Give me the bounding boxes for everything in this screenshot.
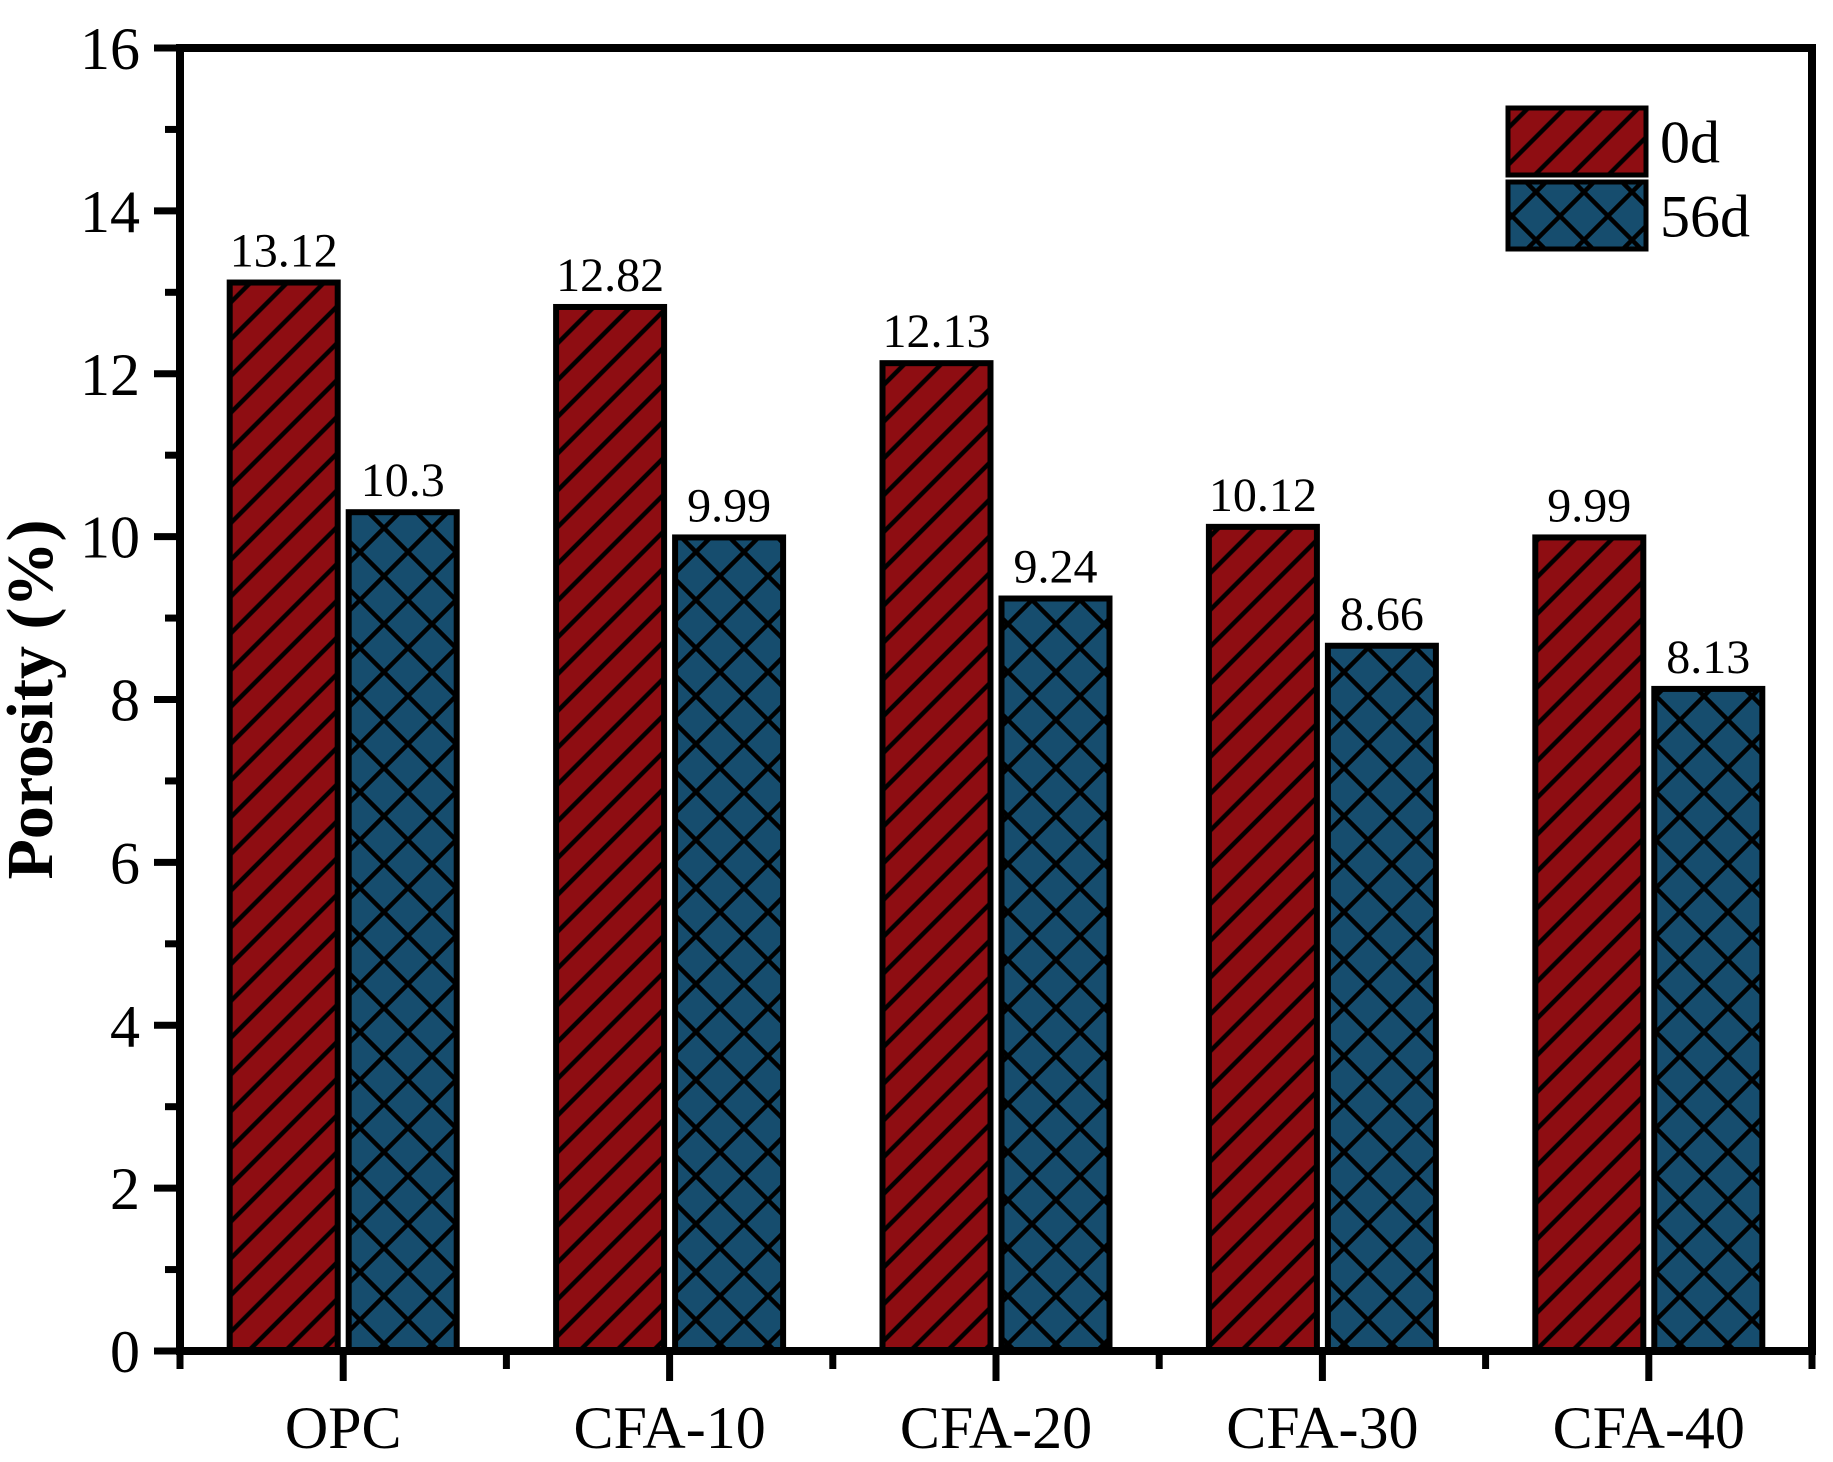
y-tick-label: 16 — [80, 16, 140, 82]
x-tick-label: CFA-40 — [1553, 1395, 1745, 1461]
x-axis: OPC CFA-10 CFA-20 CFA-30 CFA-40 — [176, 1351, 1816, 1461]
bar-hatch-overlay — [1324, 642, 1439, 1354]
bar-value-label: 8.13 — [1666, 631, 1750, 684]
bar-hatch-overlay — [345, 509, 460, 1354]
bar-hatch-overlay — [672, 534, 787, 1354]
legend-swatch-hatch — [1505, 105, 1649, 178]
y-tick-label: 14 — [80, 179, 140, 245]
legend-label-0d: 0d — [1660, 110, 1720, 176]
bars-series-0d: 13.12 12.82 12.13 10.12 9.99 — [226, 225, 1647, 1355]
bar-hatch-overlay — [553, 303, 668, 1355]
bar-value-label: 8.66 — [1340, 588, 1424, 641]
bar-value-label: 12.82 — [556, 249, 664, 302]
legend-label-56d: 56d — [1660, 184, 1750, 250]
bar-hatch-overlay — [1205, 523, 1320, 1354]
bar-value-label: 9.99 — [1547, 479, 1631, 532]
bar-value-label: 10.12 — [1209, 469, 1317, 522]
x-tick-label: CFA-20 — [900, 1395, 1092, 1461]
y-tick-label: 8 — [110, 668, 140, 734]
y-tick-label: 6 — [110, 830, 140, 896]
legend-swatch-hatch — [1505, 179, 1649, 252]
y-tick-label: 10 — [80, 505, 140, 571]
y-axis-title: Porosity (%) — [0, 520, 67, 880]
bar-value-label: 13.12 — [230, 225, 338, 278]
bars-series-56d: 10.3 9.99 9.24 8.66 8.13 — [345, 454, 1766, 1354]
y-tick-label: 0 — [110, 1319, 140, 1385]
bar-value-label: 12.13 — [883, 305, 991, 358]
y-tick-label: 12 — [80, 342, 140, 408]
bar-hatch-overlay — [1651, 685, 1766, 1354]
y-tick-label: 2 — [110, 1156, 140, 1222]
x-tick-label: CFA-30 — [1226, 1395, 1418, 1461]
bar-value-label: 9.24 — [1014, 541, 1098, 594]
bar-hatch-overlay — [1532, 534, 1647, 1354]
bar-hatch-overlay — [998, 595, 1113, 1354]
y-axis: 0 2 4 6 8 10 12 14 16 — [80, 16, 180, 1385]
bar-value-label: 9.99 — [687, 479, 771, 532]
plot-border — [176, 44, 1816, 1355]
y-tick-label: 4 — [110, 993, 140, 1059]
x-tick-label: OPC — [285, 1395, 402, 1461]
bar-hatch-overlay — [879, 360, 994, 1354]
x-tick-label: CFA-10 — [573, 1395, 765, 1461]
bar-hatch-overlay — [226, 279, 341, 1354]
bar-value-label: 10.3 — [361, 454, 445, 507]
